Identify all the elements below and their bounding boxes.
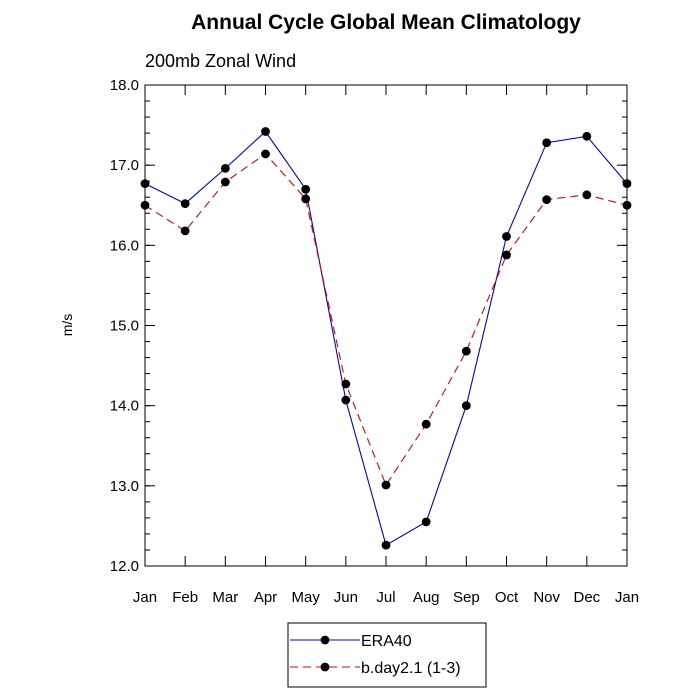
- y-tick-label: 17.0: [110, 157, 139, 174]
- x-tick-label: Dec: [573, 589, 600, 606]
- chart-subtitle: 200mb Zonal Wind: [145, 51, 296, 71]
- series-1-point: [180, 199, 190, 209]
- legend-box: [287, 622, 487, 688]
- chart-title: Annual Cycle Global Mean Climatology: [191, 11, 581, 34]
- x-tick-label: Mar: [212, 589, 238, 606]
- series-1-point: [341, 395, 351, 405]
- series-1-point: [502, 232, 511, 241]
- legend: ERA40 b.day2.1 (1-3): [287, 622, 487, 688]
- series-1-point: [542, 138, 552, 148]
- x-tick-label: Oct: [495, 589, 519, 606]
- legend-label-2: b.day2.1 (1-3): [361, 660, 461, 677]
- series-2-point: [421, 419, 431, 429]
- y-tick-label: 13.0: [110, 478, 139, 495]
- series-2-point: [341, 379, 351, 389]
- y-tick-label: 14.0: [110, 398, 139, 415]
- series-1-point: [582, 131, 592, 141]
- series-layer: [140, 127, 632, 550]
- x-tick-label: Jun: [334, 589, 358, 606]
- series-1-point: [301, 184, 311, 194]
- series-1-point: [461, 401, 471, 411]
- legend-marker-1: [320, 635, 330, 645]
- x-ticks: Jan Feb Mar Apr May Jun Jul Aug Sep Oct Nov Dec Jan: [133, 85, 639, 606]
- y-tick-label: 12.0: [110, 558, 139, 575]
- x-tick-label: Feb: [172, 589, 198, 606]
- series-1-point: [220, 163, 230, 173]
- legend-marker-2: [320, 662, 330, 672]
- x-tick-label: Jan: [133, 589, 157, 606]
- x-tick-label: Apr: [254, 589, 277, 606]
- y-tick-label: 18.0: [110, 77, 139, 94]
- series-2-point: [301, 194, 311, 204]
- series-2-point: [461, 346, 471, 356]
- series-2-point: [180, 226, 190, 236]
- series-2-point: [381, 480, 391, 490]
- x-tick-label: Nov: [533, 589, 560, 606]
- series-2-point: [542, 195, 552, 205]
- series-2-point: [582, 190, 592, 200]
- legend-label-1: ERA40: [361, 633, 412, 650]
- x-tick-label: Jan: [615, 589, 639, 606]
- x-tick-label: May: [291, 589, 320, 606]
- x-tick-label: Sep: [453, 589, 480, 606]
- series-2-point: [261, 149, 270, 159]
- y-major-ticks: 12.0 13.0 14.0 15.0 16.0 17.0 18.0: [110, 77, 627, 575]
- series-1-point: [261, 127, 270, 136]
- series-2-point: [502, 250, 511, 260]
- y-tick-label: 16.0: [110, 237, 139, 254]
- y-minor-ticks: [145, 84, 627, 567]
- series-line-2: [144, 153, 628, 487]
- y-axis-label: m/s: [59, 314, 75, 337]
- series-1-point: [381, 540, 391, 550]
- y-tick-label: 15.0: [110, 318, 139, 335]
- plot-frame: [144, 84, 628, 567]
- x-tick-label: Aug: [413, 589, 440, 606]
- x-tick-label: Jul: [376, 589, 395, 606]
- series-2-point: [220, 177, 230, 187]
- series-1-point: [421, 517, 431, 527]
